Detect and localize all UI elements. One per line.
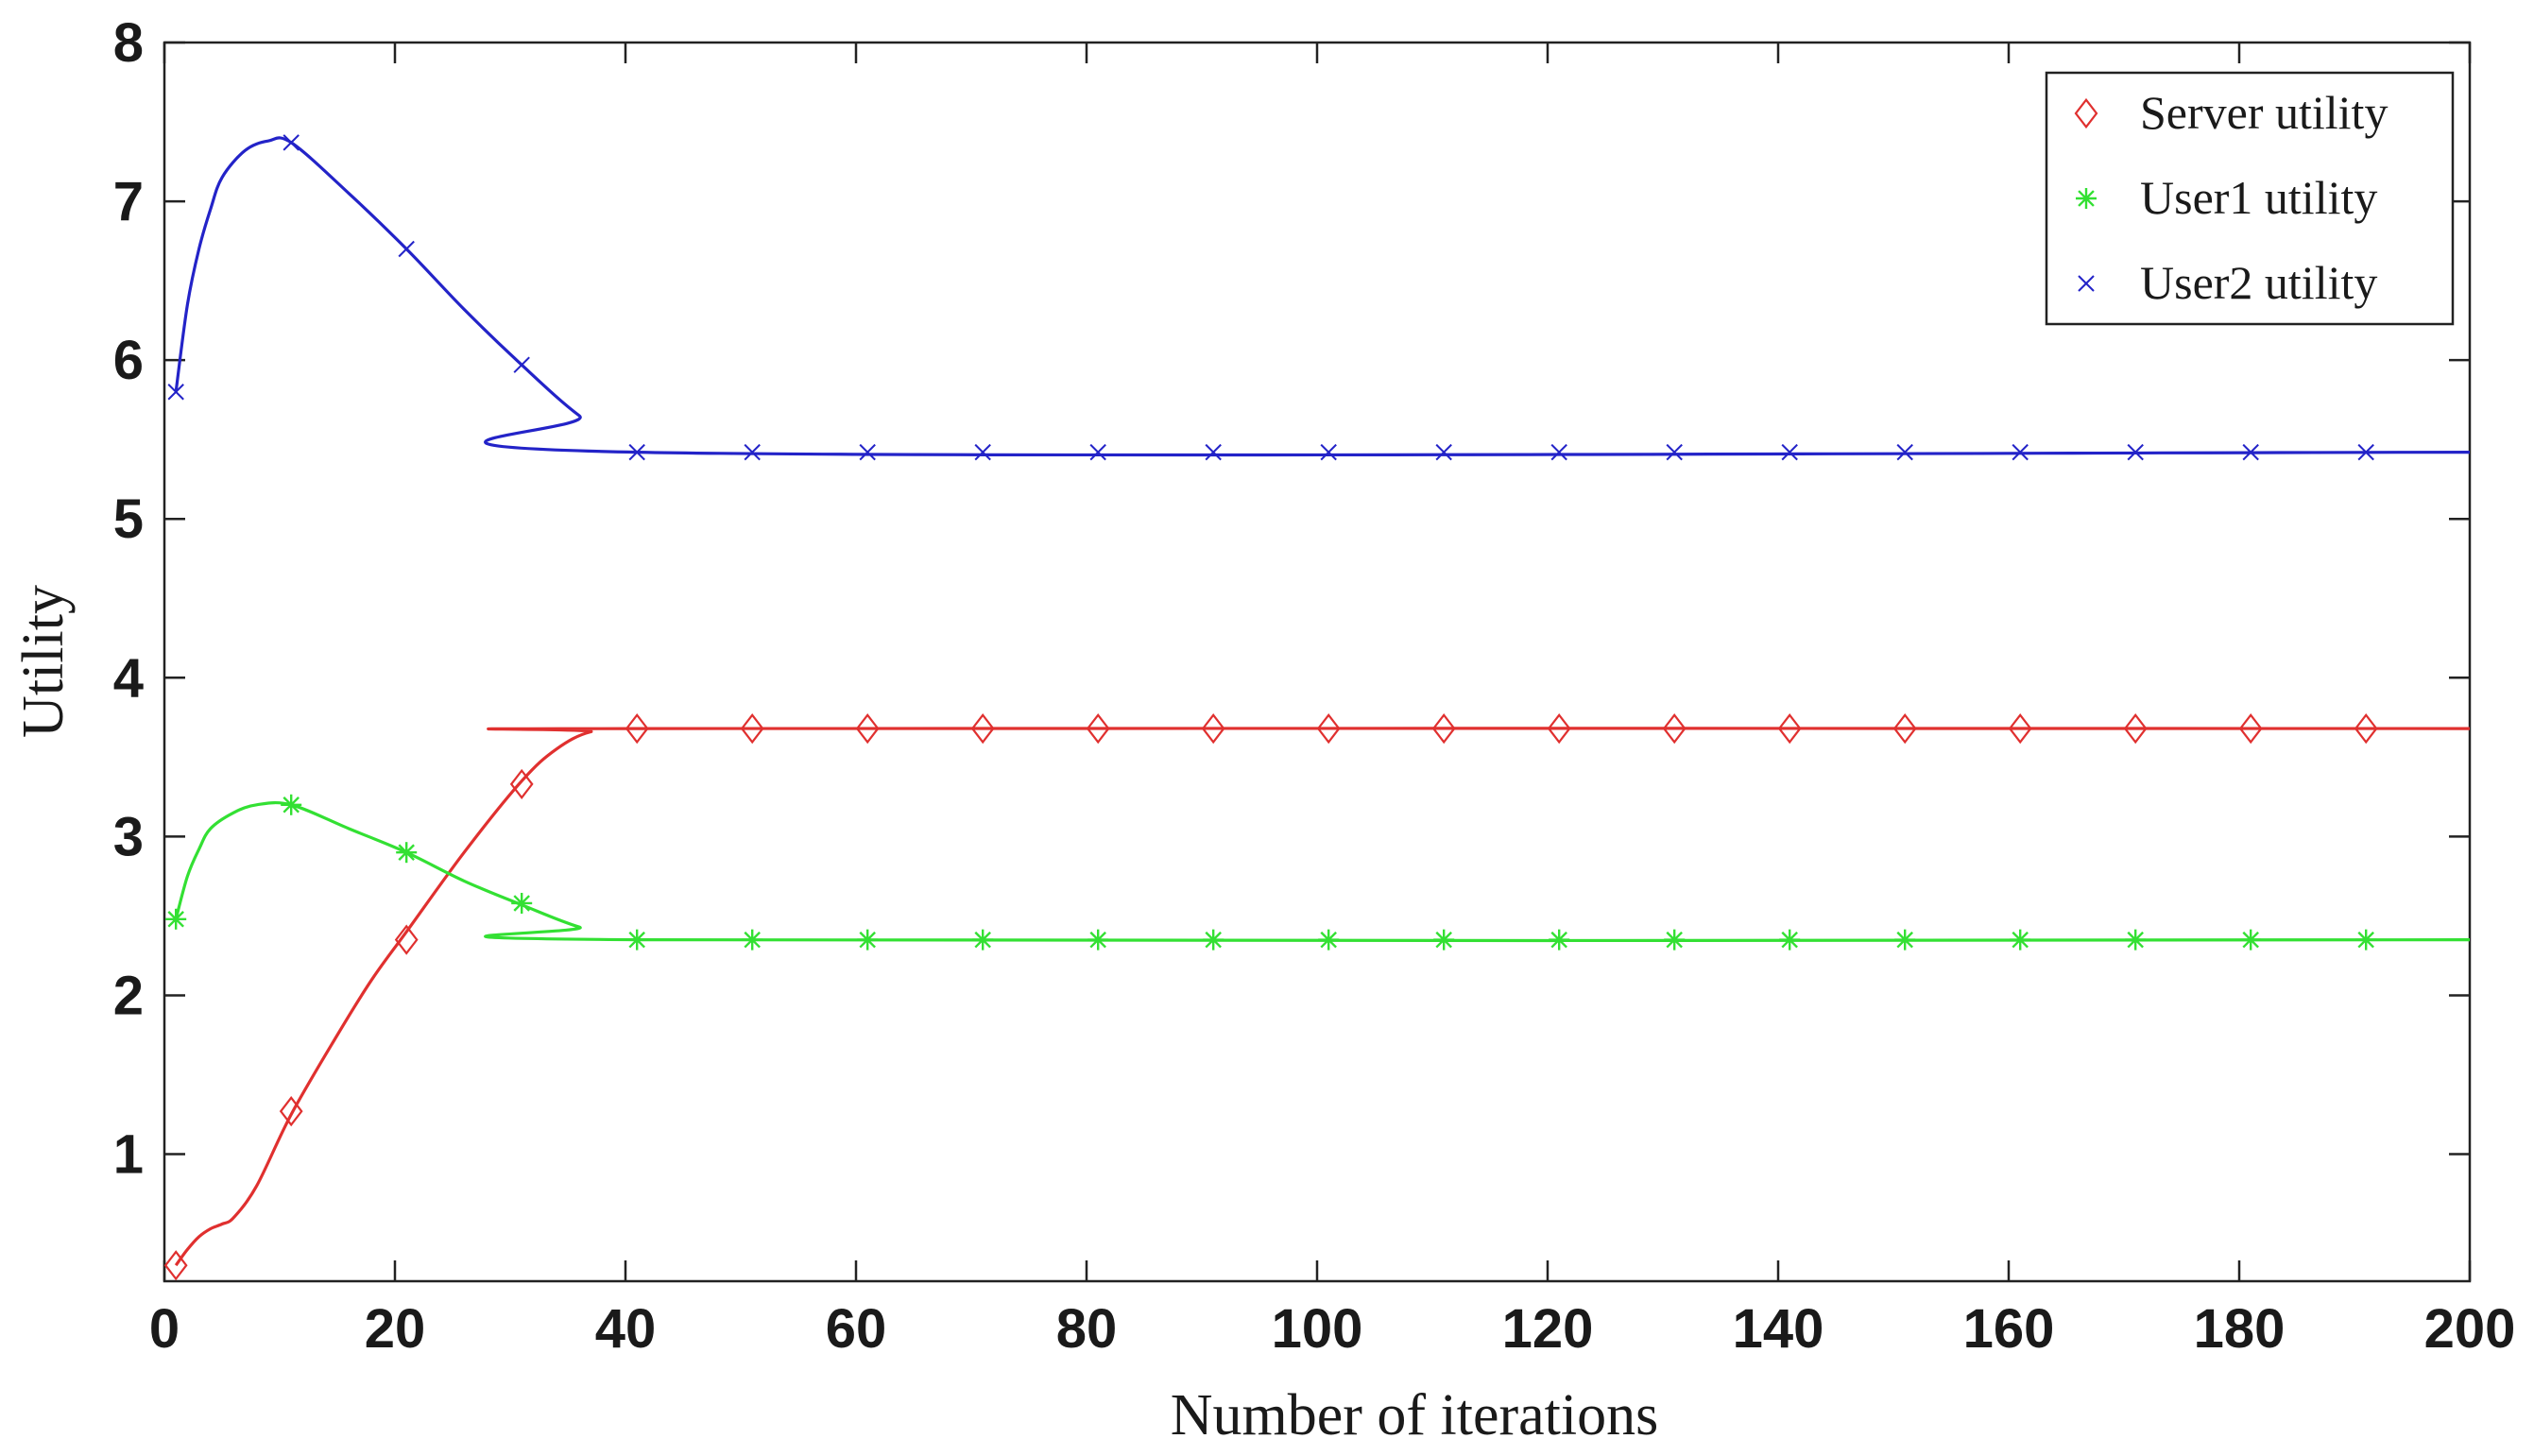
x-axis: 0 20 40 60 80 100 120 140 160 180 200 — [149, 43, 2516, 1360]
series-lines — [174, 136, 2471, 1267]
data-point-user2-utility — [1320, 443, 1337, 461]
data-point-user1-utility — [972, 929, 994, 951]
data-point-user2-utility — [1550, 443, 1567, 461]
data-point-user2-utility — [513, 356, 530, 373]
x-tick-label: 100 — [1272, 1298, 1363, 1360]
data-point-server-utility — [855, 712, 880, 745]
y-tick-label: 2 — [113, 965, 144, 1026]
data-point-server-utility — [1777, 712, 1802, 745]
data-point-user2-utility — [2127, 443, 2144, 461]
data-point-user1-utility — [2010, 929, 2031, 951]
data-point-user1-utility — [1894, 929, 1916, 951]
data-point-user2-utility — [1205, 443, 1222, 461]
data-point-server-utility — [1316, 712, 1341, 745]
series-markers — [163, 134, 2378, 1281]
data-point-server-utility — [1892, 712, 1917, 745]
data-point-user1-utility — [1203, 929, 1224, 951]
data-point-user1-utility — [2240, 929, 2262, 951]
data-point-server-utility — [509, 768, 534, 800]
y-tick-label: 7 — [113, 171, 144, 232]
data-point-user1-utility — [1779, 929, 1801, 951]
legend-label-server-utility: Server utility — [2140, 86, 2388, 139]
x-tick-label: 40 — [595, 1298, 657, 1360]
data-point-user2-utility — [1435, 443, 1452, 461]
x-tick-label: 60 — [826, 1298, 887, 1360]
data-point-server-utility — [394, 924, 419, 955]
data-point-server-utility — [625, 712, 649, 745]
legend-box — [2045, 71, 2455, 326]
legend-marker-server-utility — [2074, 97, 2098, 129]
data-point-server-utility — [1201, 712, 1225, 745]
x-tick-label: 120 — [1502, 1298, 1594, 1360]
data-point-user2-utility — [1089, 443, 1106, 461]
y-tick-label: 3 — [113, 806, 144, 867]
data-point-server-utility — [2238, 712, 2263, 745]
data-point-server-utility — [1547, 712, 1571, 745]
data-point-user1-utility — [1433, 929, 1455, 951]
data-point-user2-utility — [628, 443, 645, 461]
data-point-user1-utility — [396, 842, 418, 864]
data-point-server-utility — [740, 712, 764, 745]
data-point-server-utility — [163, 1250, 188, 1281]
data-point-user2-utility — [167, 384, 184, 401]
x-axis-label: Number of iterations — [1171, 1383, 1659, 1447]
y-axis: 1 2 3 4 5 6 7 8 — [113, 12, 2470, 1186]
data-point-user2-utility — [2242, 443, 2259, 461]
data-point-server-utility — [2008, 712, 2032, 745]
data-point-user1-utility — [742, 929, 763, 951]
data-point-user1-utility — [2355, 929, 2377, 951]
data-point-user2-utility — [398, 240, 415, 258]
legend-label-user2-utility: User2 utility — [2140, 256, 2377, 309]
data-point-server-utility — [279, 1096, 303, 1127]
data-point-user2-utility — [744, 443, 761, 461]
legend: Server utility User1 utility User2 utility — [2045, 71, 2455, 326]
y-tick-label: 8 — [113, 12, 144, 74]
data-point-user1-utility — [1664, 929, 1686, 951]
series-line-server-utility — [174, 727, 2471, 1267]
data-point-user2-utility — [2012, 443, 2029, 461]
data-point-user2-utility — [283, 134, 300, 151]
data-point-user2-utility — [1666, 443, 1683, 461]
data-point-server-utility — [1662, 712, 1686, 745]
data-point-user2-utility — [1781, 443, 1798, 461]
y-axis-label: Utility — [11, 585, 76, 738]
legend-label-user1-utility: User1 utility — [2140, 171, 2377, 224]
x-tick-label: 0 — [149, 1298, 180, 1360]
x-tick-label: 20 — [365, 1298, 426, 1360]
x-tick-label: 180 — [2194, 1298, 2286, 1360]
data-point-user1-utility — [1087, 929, 1109, 951]
data-point-user2-utility — [859, 443, 876, 461]
data-point-user2-utility — [974, 443, 991, 461]
legend-marker-user2-utility — [2078, 275, 2095, 292]
y-tick-label: 1 — [113, 1124, 144, 1186]
data-point-user1-utility — [1549, 929, 1570, 951]
series-line-user2-utility — [174, 136, 2471, 457]
data-point-server-utility — [1431, 712, 1456, 745]
y-tick-label: 6 — [113, 330, 144, 391]
y-tick-label: 4 — [113, 647, 144, 709]
legend-marker-user1-utility — [2076, 188, 2097, 209]
data-point-user1-utility — [281, 794, 302, 815]
data-point-user2-utility — [1896, 443, 1913, 461]
data-point-server-utility — [2123, 712, 2148, 745]
data-point-user1-utility — [165, 908, 187, 930]
data-point-user1-utility — [1318, 929, 1340, 951]
data-point-server-utility — [1086, 712, 1110, 745]
data-point-user2-utility — [2357, 443, 2374, 461]
data-point-server-utility — [2354, 712, 2378, 745]
data-point-server-utility — [970, 712, 995, 745]
data-point-user1-utility — [626, 929, 648, 951]
x-tick-label: 80 — [1056, 1298, 1118, 1360]
data-point-user1-utility — [511, 892, 533, 914]
x-tick-label: 160 — [1963, 1298, 2055, 1360]
y-tick-label: 5 — [113, 488, 144, 550]
series-line-user1-utility — [174, 800, 2471, 943]
x-tick-label: 200 — [2424, 1298, 2516, 1360]
x-tick-label: 140 — [1733, 1298, 1824, 1360]
data-point-user1-utility — [2125, 929, 2147, 951]
data-point-user1-utility — [857, 929, 879, 951]
